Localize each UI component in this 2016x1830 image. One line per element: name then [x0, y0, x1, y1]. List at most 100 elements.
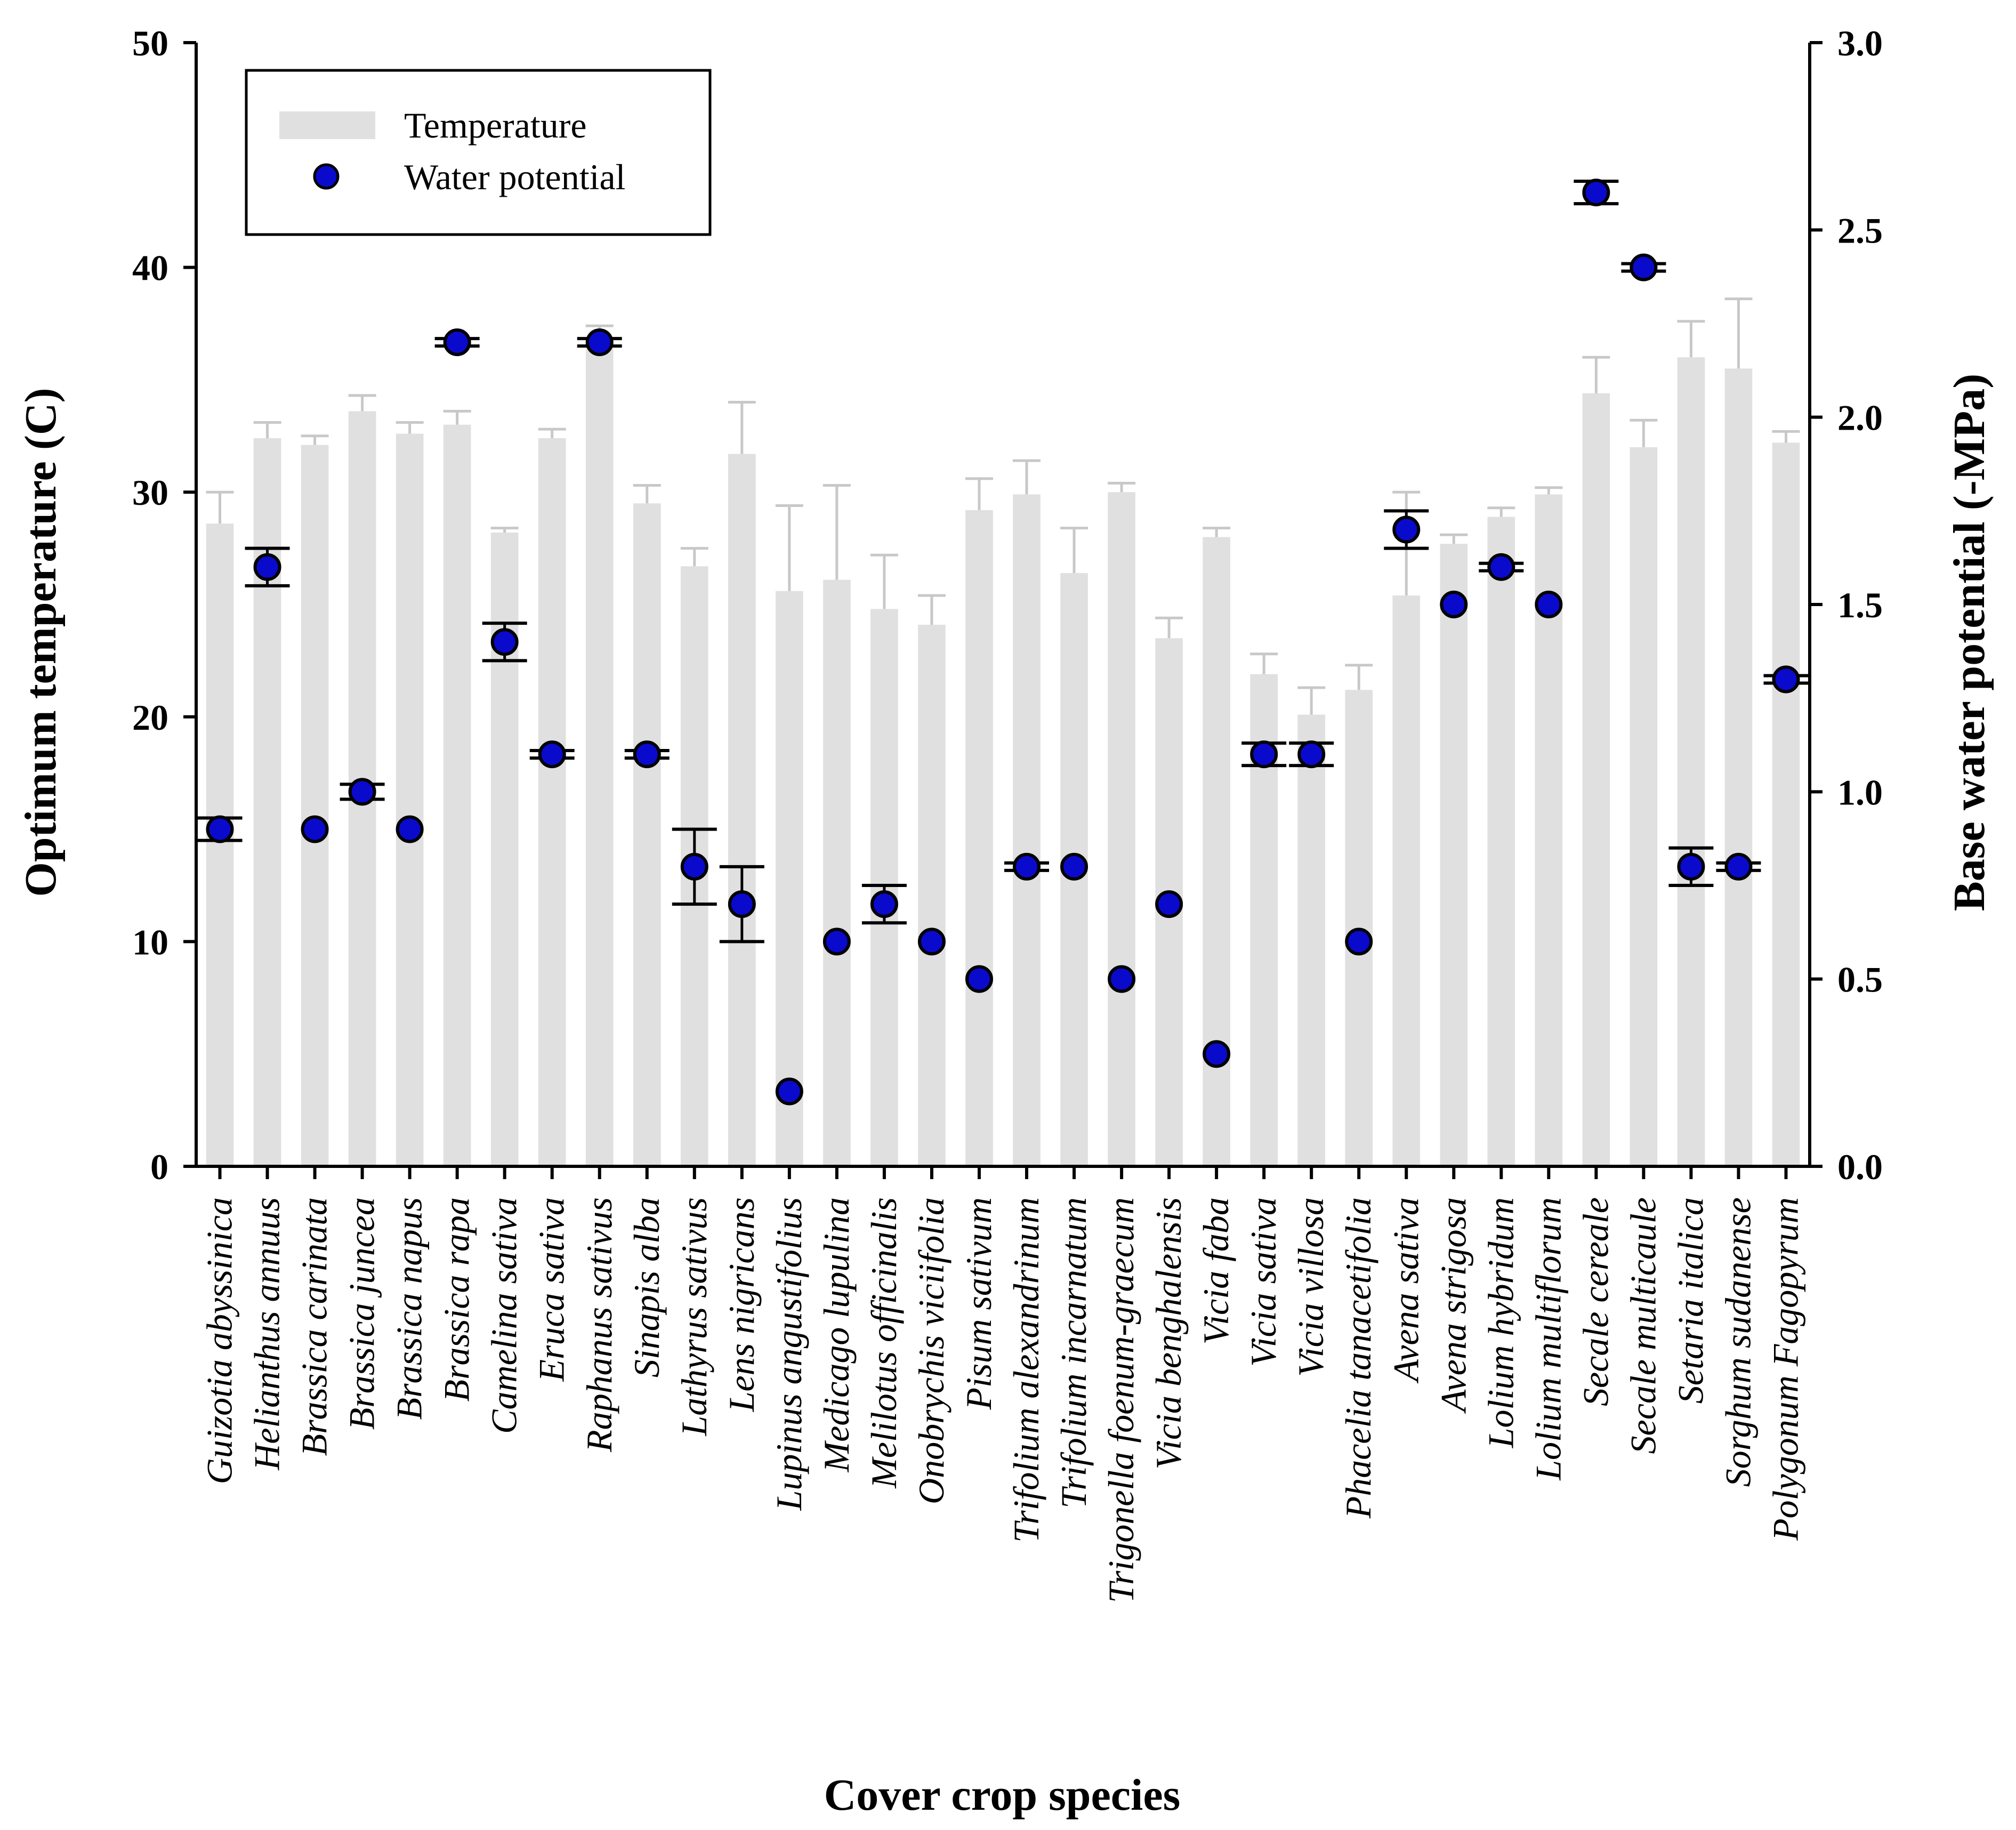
- x-tick-label: Avena strigosa: [1433, 1197, 1473, 1414]
- temperature-bar: [1772, 442, 1800, 1166]
- temperature-bar: [1392, 595, 1421, 1166]
- temperature-bar: [633, 503, 661, 1166]
- x-tick-label: Helianthus annuus: [247, 1197, 287, 1471]
- x-tick-label: Melilotus officinalis: [864, 1197, 904, 1489]
- temperature-bar: [1440, 544, 1468, 1167]
- x-tick-label: Onobrychis viciifolia: [911, 1197, 951, 1504]
- temperature-bar: [301, 445, 329, 1166]
- water-potential-point: [490, 628, 519, 656]
- x-tick-label: Avena sativa: [1385, 1197, 1426, 1384]
- temperature-bar: [1297, 714, 1326, 1166]
- water-potential-point: [1345, 928, 1373, 956]
- x-tick-label: Guizotia abyssinica: [199, 1197, 240, 1484]
- water-potential-point: [1297, 740, 1326, 769]
- water-potential-point: [1630, 253, 1658, 281]
- y-left-tick-label: 50: [132, 23, 168, 63]
- x-axis-title: Cover crop species: [824, 1770, 1181, 1820]
- temperature-bar: [206, 523, 234, 1166]
- x-tick-label: Vicia sativa: [1243, 1197, 1284, 1367]
- x-tick-label: Brassica juncea: [342, 1197, 382, 1430]
- x-tick-label: Camelina sativa: [484, 1197, 525, 1434]
- y-right-tick-label: 2.0: [1837, 398, 1883, 438]
- legend: Temperature Water potential: [245, 69, 712, 236]
- water-potential-point: [1440, 591, 1468, 618]
- x-tick-label: Sinapis alba: [626, 1197, 667, 1377]
- water-potential-point: [822, 928, 851, 956]
- water-potential-point: [728, 890, 756, 918]
- temperature-bar: [1203, 537, 1230, 1166]
- water-potential-point: [1250, 740, 1278, 769]
- water-potential-point: [917, 928, 946, 956]
- legend-water-potential-marker: [313, 163, 340, 190]
- legend-frame: [245, 69, 712, 236]
- water-potential-point: [253, 553, 281, 581]
- y-axis-left-title: Optimum temperature (C): [16, 388, 66, 897]
- x-tick-label: Sorghum sudanense: [1717, 1197, 1758, 1487]
- water-potential-point: [633, 740, 661, 769]
- x-tick-label: Trifolium incarnatum: [1053, 1197, 1094, 1509]
- water-potential-point: [1724, 852, 1753, 881]
- y-right-tick-label: 3.0: [1837, 23, 1883, 63]
- x-tick-label: Vicia villosa: [1291, 1197, 1331, 1377]
- temperature-bar: [823, 579, 851, 1166]
- water-potential-point: [1677, 852, 1705, 881]
- x-tick-label: Lupinus angustifolius: [769, 1197, 809, 1511]
- water-potential-point: [348, 778, 376, 806]
- x-tick-label: Vicia benghalensis: [1148, 1197, 1189, 1470]
- water-potential-point: [1772, 665, 1800, 694]
- x-tick-label: Secale multicaule: [1623, 1197, 1663, 1454]
- y-left-tick-label: 30: [132, 472, 168, 513]
- temperature-bar: [538, 438, 566, 1166]
- legend-water-potential-label: Water potential: [404, 157, 626, 197]
- x-tick-label: Trigonella foenum-graecum: [1101, 1197, 1141, 1603]
- x-tick-label: Brassica rapa: [437, 1197, 477, 1401]
- x-tick-label: Lolium hybridum: [1480, 1197, 1521, 1448]
- temperature-bar: [1582, 393, 1610, 1166]
- x-tick-label: Polygonum Fagopyrum: [1765, 1197, 1805, 1541]
- x-tick-label: Vicia faba: [1196, 1197, 1236, 1344]
- water-potential-point: [1582, 179, 1610, 207]
- water-potential-point: [680, 852, 708, 881]
- temperature-bar: [776, 591, 803, 1166]
- temperature-bar: [728, 454, 756, 1166]
- x-tick-label: Brassica napus: [389, 1197, 430, 1420]
- water-potential-point: [443, 328, 471, 357]
- water-potential-point: [775, 1077, 803, 1106]
- temperature-bar: [1630, 447, 1658, 1166]
- x-tick-label: Brassica carinata: [294, 1197, 335, 1456]
- temperature-bar: [1677, 357, 1705, 1166]
- temperature-bar: [918, 624, 946, 1166]
- y-right-tick-label: 0.0: [1837, 1147, 1883, 1187]
- temperature-bar: [1013, 494, 1041, 1166]
- water-potential-point: [1392, 515, 1421, 544]
- x-tick-label: Lolium multiflorum: [1528, 1197, 1568, 1481]
- water-potential-point: [870, 890, 898, 918]
- y-axis-right-title: Base water potential (-MPa): [1945, 374, 1994, 912]
- temperature-bar: [1108, 492, 1135, 1167]
- temperature-bar: [1724, 368, 1753, 1166]
- water-potential-point: [1535, 591, 1563, 618]
- y-left-tick-label: 10: [132, 922, 168, 962]
- y-right-tick-label: 2.5: [1837, 210, 1883, 251]
- water-potential-point: [1155, 890, 1183, 918]
- x-tick-label: Trifolium alexandrinum: [1006, 1197, 1046, 1543]
- x-tick-label: Setaria italica: [1670, 1197, 1711, 1404]
- temperature-bar: [443, 424, 471, 1166]
- legend-temperature-label: Temperature: [404, 105, 587, 146]
- y-left-tick-label: 0: [150, 1147, 168, 1187]
- y-right-tick-label: 1.0: [1837, 772, 1883, 812]
- water-potential-point: [585, 328, 614, 357]
- y-right-tick-label: 0.5: [1837, 960, 1883, 1000]
- legend-temperature-swatch: [279, 111, 375, 139]
- temperature-bar: [396, 433, 424, 1166]
- water-potential-point: [1108, 965, 1136, 993]
- x-tick-label: Pisum sativum: [958, 1197, 999, 1410]
- water-potential-point: [1013, 852, 1041, 881]
- water-potential-point: [538, 740, 566, 769]
- temperature-bar: [965, 510, 993, 1166]
- temperature-bar: [585, 337, 614, 1166]
- x-tick-label: Raphanus sativus: [579, 1197, 619, 1453]
- temperature-bar: [1487, 517, 1515, 1167]
- water-potential-point: [301, 815, 329, 843]
